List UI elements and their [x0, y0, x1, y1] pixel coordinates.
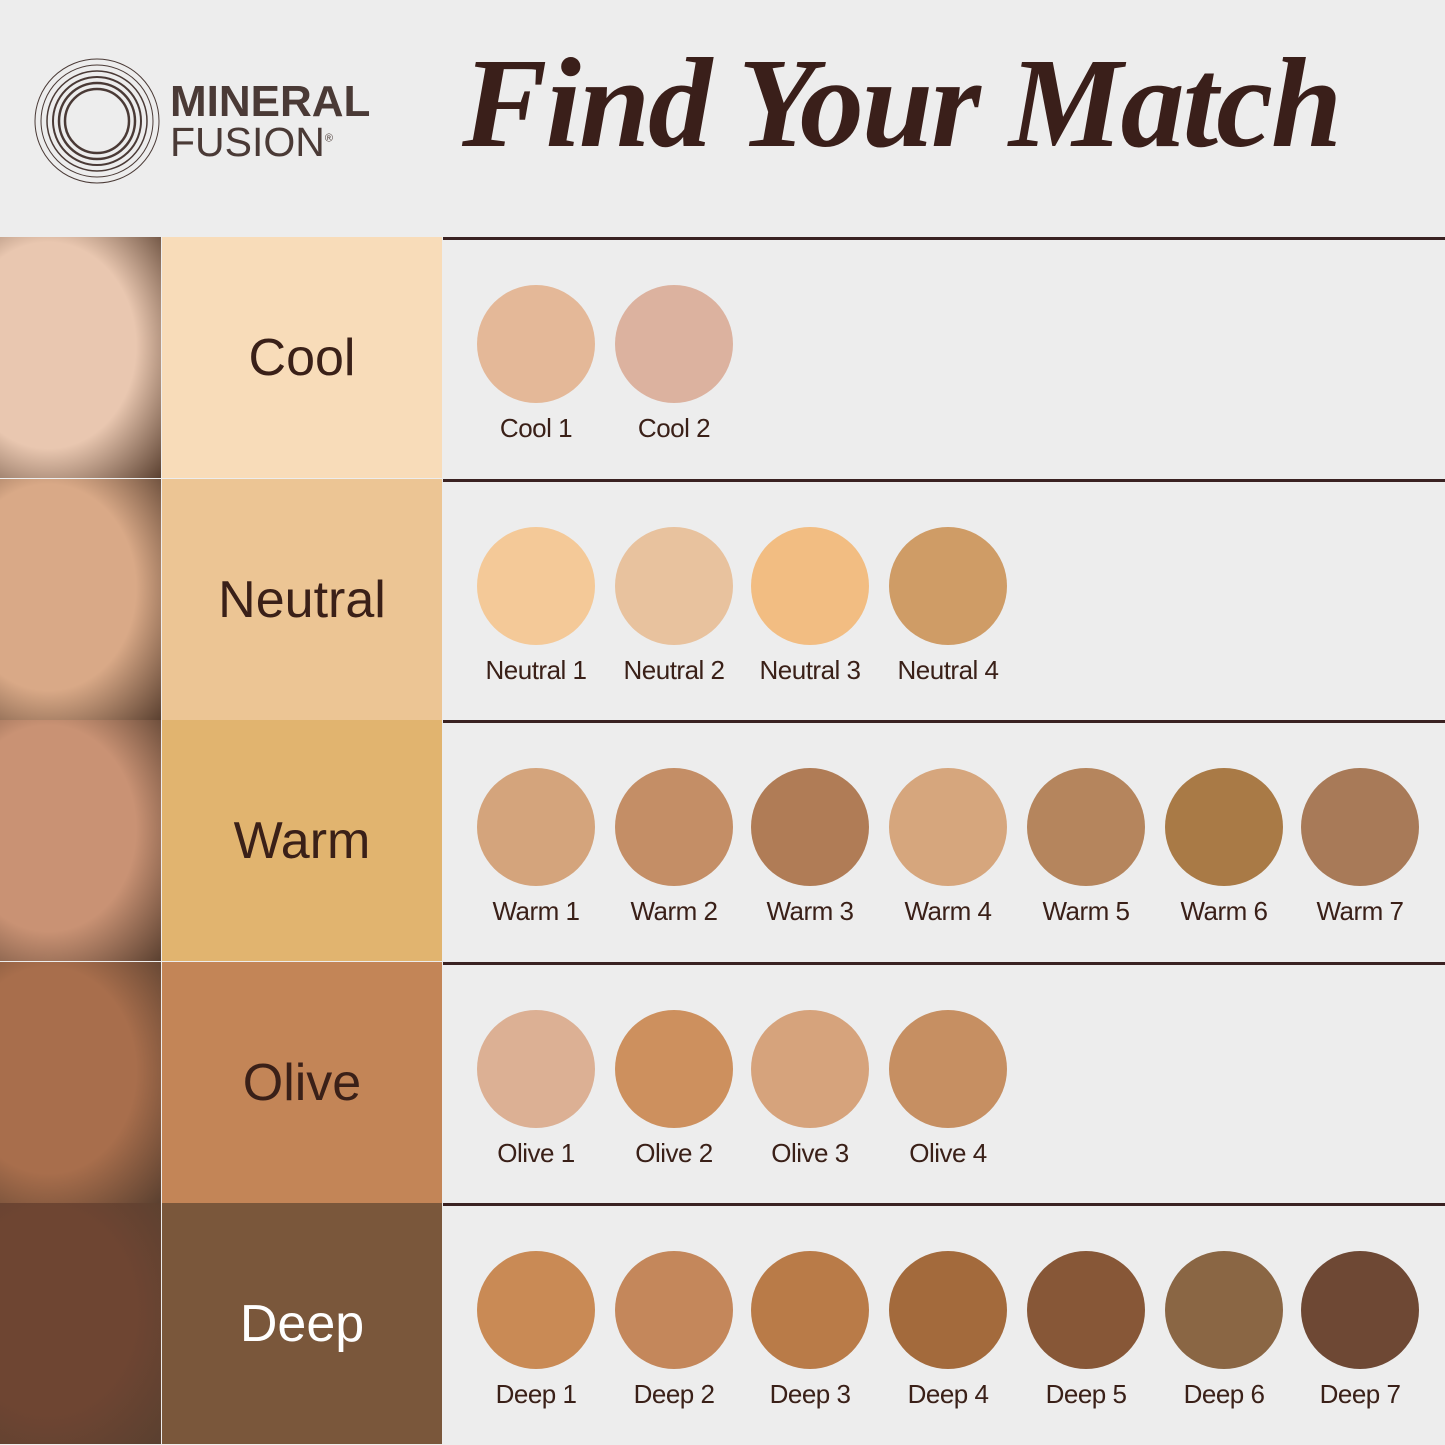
- shade-name: Olive 4: [909, 1138, 987, 1168]
- swatch: [889, 1010, 1007, 1128]
- shade-name: Deep 5: [1045, 1379, 1127, 1409]
- portrait: [0, 1203, 161, 1444]
- swatch: [477, 527, 595, 645]
- swatch: [615, 1010, 733, 1128]
- portrait: [0, 237, 161, 478]
- swatch: [477, 1251, 595, 1369]
- separator: [443, 479, 1445, 482]
- brand-line: FUSION: [170, 119, 325, 165]
- brand-line: FUSION®: [170, 122, 333, 163]
- swatch: [615, 285, 733, 403]
- row-label: Cool: [162, 237, 442, 478]
- shade-name: Deep 6: [1183, 1379, 1265, 1409]
- separator: [443, 237, 1445, 240]
- swatch: [751, 768, 869, 886]
- swatch: [889, 527, 1007, 645]
- swatch: [477, 768, 595, 886]
- shade-name: Neutral 4: [897, 655, 1000, 685]
- shade-name: Deep 4: [907, 1379, 989, 1409]
- shade-name: Olive 3: [771, 1138, 849, 1168]
- swatch: [1301, 768, 1419, 886]
- portrait: [0, 479, 161, 720]
- swatch: [615, 768, 733, 886]
- swatch: [615, 1251, 733, 1369]
- shade-name: Cool 1: [499, 413, 573, 443]
- portrait: [0, 962, 161, 1203]
- shade-name: Warm 3: [766, 896, 854, 926]
- shade-name: Warm 5: [1042, 896, 1130, 926]
- shade-name: Olive 2: [635, 1138, 713, 1168]
- row-label: Neutral: [162, 479, 442, 720]
- swatch: [751, 1251, 869, 1369]
- shade-name: Cool 2: [637, 413, 711, 443]
- shade-name: Warm 6: [1180, 896, 1268, 926]
- portrait: [0, 720, 161, 961]
- shade-name: Warm 7: [1316, 896, 1404, 926]
- shade-name: Deep 2: [633, 1379, 715, 1409]
- shade-name: Deep 3: [769, 1379, 851, 1409]
- registered-mark: ®: [324, 132, 334, 145]
- swatch: [1027, 768, 1145, 886]
- shade-name: Deep 1: [495, 1379, 577, 1409]
- shade-name: Deep 7: [1319, 1379, 1401, 1409]
- swatch: [1301, 1251, 1419, 1369]
- swatch: [477, 285, 595, 403]
- row-label: Warm: [162, 720, 442, 961]
- swatch: [751, 527, 869, 645]
- shade-name: Warm 1: [492, 896, 580, 926]
- shade-name: Neutral 1: [485, 655, 588, 685]
- separator: [443, 962, 1445, 965]
- separator: [443, 720, 1445, 723]
- shade-name: Neutral 3: [759, 655, 862, 685]
- swatch: [889, 1251, 1007, 1369]
- swatch: [889, 768, 1007, 886]
- logo-mark: [34, 58, 160, 184]
- row-label: Deep: [162, 1203, 442, 1444]
- shade-name: Olive 1: [497, 1138, 575, 1168]
- swatch: [615, 527, 733, 645]
- shade-name: Warm 4: [904, 896, 992, 926]
- brand-line: MINERAL: [170, 77, 371, 126]
- swatch: [1027, 1251, 1145, 1369]
- shade-name: Neutral 2: [623, 655, 726, 685]
- swatch: [1165, 1251, 1283, 1369]
- separator: [443, 1203, 1445, 1206]
- swatch: [751, 1010, 869, 1128]
- swatch: [1165, 768, 1283, 886]
- page-title: Find Your Match: [462, 32, 1342, 174]
- row-label: Olive: [162, 962, 442, 1203]
- shade-name: Warm 2: [630, 896, 718, 926]
- swatch: [477, 1010, 595, 1128]
